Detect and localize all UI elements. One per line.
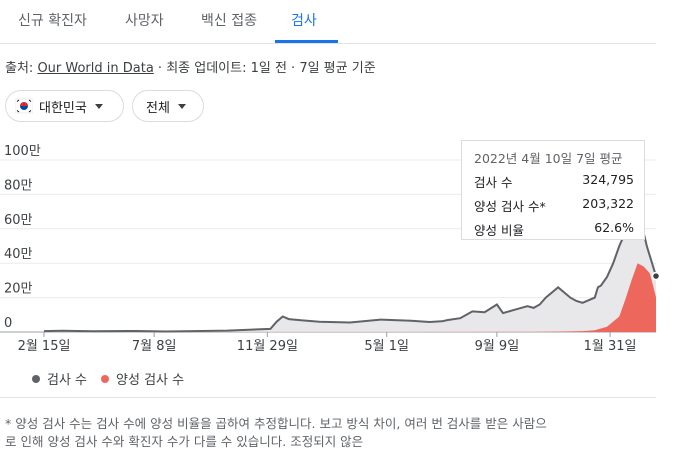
tab-vaccinations[interactable]: 백신 접종 [201,13,257,29]
x-tick-label: 1월 31일 [584,339,637,354]
y-tick-label: 40만 [4,247,33,262]
tab-tests[interactable]: 검사 [291,13,317,29]
tooltip-date: 2022년 4월 10일 7일 평균 [474,151,623,166]
x-tick-label: 11월 29일 [237,339,298,354]
source-prefix: 출처: [5,61,38,76]
range-label: 전체 [146,100,170,116]
source-line: 출처: Our World in Data · 최종 업데이트: 1일 전 · … [5,57,376,76]
y-tick-label: 100만 [4,144,41,159]
country-label: 대한민국 [39,100,87,116]
legend-label-positive[interactable]: 양성 검사 수 [116,373,185,388]
tooltip-row-positive: 양성 검사 수* 203,322 [474,196,634,215]
tooltip-label: 검사 수 [474,175,513,190]
tooltip-row-tests: 검사 수 324,795 [474,172,634,191]
range-dropdown[interactable]: 전체 [132,90,204,122]
footnote-line-2: 로 인해 양성 검사 수와 확진자 수가 다를 수 있습니다. 조정되지 않은 [5,434,364,449]
tooltip-row-rate: 양성 비율 62.6% [474,220,634,239]
tab-deaths[interactable]: 사망자 [125,13,164,29]
tooltip-label: 양성 비율 [474,223,524,238]
source-suffix: · 최종 업데이트: 1일 전 · 7일 평균 기준 [153,61,376,76]
tooltip-value: 324,795 [582,172,634,187]
korea-flag-icon [15,98,33,114]
chart-legend: 검사 수 양성 검사 수 [32,369,184,388]
legend-dot-positive [101,374,110,383]
legend-label-tests[interactable]: 검사 수 [47,373,88,388]
tests-area [44,211,656,332]
tab-bar: 신규 확진자 사망자 백신 접종 검사 [0,0,656,44]
active-tab-indicator [275,40,338,43]
y-tick-label: 20만 [4,282,33,297]
tooltip-value: 203,322 [582,196,634,211]
tests-line [43,209,657,333]
y-tick-label: 80만 [4,178,33,193]
chevron-down-icon [177,103,186,109]
x-tick-label: 7월 8일 [132,339,177,354]
hover-point [651,271,660,281]
divider [0,397,656,398]
footnote-line-1: * 양성 검사 수는 검사 수에 양성 비율을 곱하여 추정합니다. 보고 방식… [5,416,547,431]
tooltip-value: 62.6% [594,220,634,235]
y-tick-label: 0 [4,316,12,331]
x-tick-label: 2월 15일 [18,339,71,354]
tab-new-cases[interactable]: 신규 확진자 [18,13,87,29]
x-tick-label: 9월 9일 [475,339,520,354]
chevron-down-icon [94,103,103,109]
tooltip-label: 양성 검사 수* [474,199,546,214]
source-link[interactable]: Our World in Data [37,61,154,76]
country-dropdown[interactable]: 대한민국 [5,90,124,122]
y-tick-label: 60만 [4,213,33,228]
legend-dot-tests [32,374,40,383]
chart-tooltip: 2022년 4월 10일 7일 평균 검사 수 324,795 양성 검사 수*… [461,140,645,240]
x-tick-label: 5월 1일 [364,339,409,354]
